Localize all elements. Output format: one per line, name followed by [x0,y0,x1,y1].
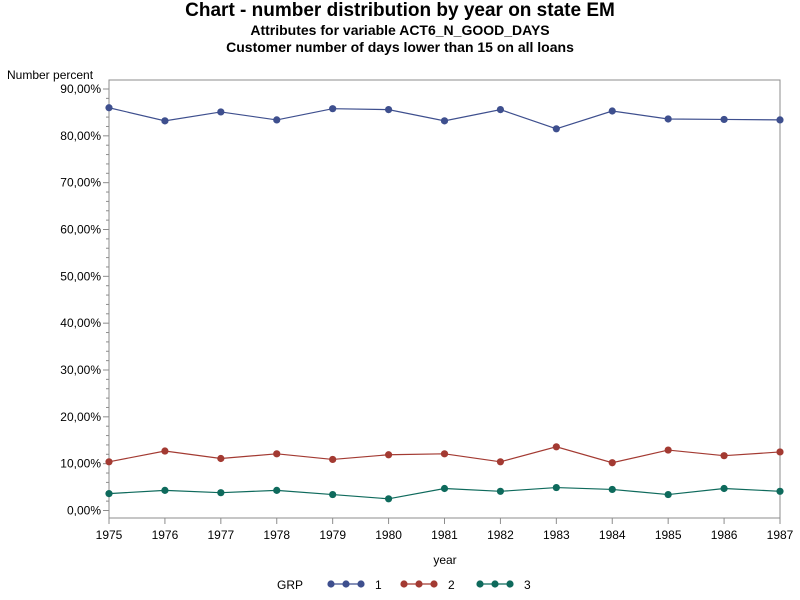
legend-marker-2 [430,580,438,588]
series-1-point [105,104,113,112]
series-3-point [664,490,672,499]
series-2-point [273,450,281,458]
legend-marker-1 [327,580,335,588]
series-2-point [664,446,672,454]
legend-marker-3 [506,580,514,588]
legend-label-3: 3 [524,578,531,592]
series-2-point [329,455,337,464]
y-axis-label: Number percent [7,68,94,82]
x-tick-label: 1975 [96,528,123,542]
y-tick-label: 70,00% [60,176,101,190]
legend: GRP 1 2 3 [277,578,531,592]
series-1-point [496,106,505,114]
y-axis-ticks: 0,00% 10,00% 20,00% 30,00% 40,00% 50,00% 60,00… [60,82,109,518]
x-tick-label: 1987 [767,528,794,542]
series-2-point [776,448,784,456]
series-3-point [496,487,505,495]
series-3-point [440,484,449,493]
series-3-point [776,487,784,495]
x-tick-label: 1979 [319,528,346,542]
series-2-point [217,454,225,463]
x-tick-label: 1983 [543,528,570,542]
series-3-point [105,490,113,498]
series-1-point [217,108,225,116]
y-tick-label: 40,00% [60,316,101,330]
chart-subtitle-1: Attributes for variable ACT6_N_GOOD_DAYS [250,22,550,38]
legend-label-2: 2 [448,578,455,592]
legend-title: GRP [277,578,303,592]
y-tick-label: 10,00% [60,457,101,471]
series-1-point [273,116,281,124]
series-3-point [608,485,616,494]
x-tick-label: 1981 [431,528,458,542]
legend-marker-3 [476,580,484,588]
series-3-point [552,483,560,492]
y-tick-label: 90,00% [60,82,101,96]
x-axis-label: year [433,553,456,567]
series-3-point [161,486,169,494]
x-tick-label: 1976 [152,528,179,542]
series-1-point [384,106,393,114]
y-tick-label: 0,00% [67,504,101,518]
x-tick-label: 1980 [375,528,402,542]
series-1-point [552,125,560,133]
x-tick-label: 1985 [655,528,682,542]
series-group [105,104,784,503]
y-tick-label: 30,00% [60,363,101,377]
x-tick-label: 1982 [487,528,514,542]
y-tick-label: 20,00% [60,410,101,424]
x-tick-label: 1986 [711,528,738,542]
series-2-point [496,458,505,466]
y-tick-label: 80,00% [60,129,101,143]
series-1-point [664,115,672,123]
series-3-point [217,489,225,497]
x-tick-label: 1984 [599,528,626,542]
series-2-point [552,443,560,451]
series-1-point [329,105,337,113]
x-tick-label: 1978 [263,528,290,542]
series-1-point [720,115,728,124]
x-axis-ticks: 1975 1976 1977 1978 1979 1980 1981 1982 1983 1984… [96,518,794,542]
series-1-point [161,117,169,125]
chart-subtitle-2: Customer number of days lower than 15 on… [226,39,574,55]
series-3-point [720,484,728,493]
y-tick-label: 50,00% [60,269,101,283]
series-2-point [161,447,169,455]
legend-marker-1 [342,580,350,588]
series-1-point [776,116,784,124]
legend-marker-2 [415,580,423,588]
series-3-point [273,486,281,494]
legend-marker-1 [357,580,365,588]
series-3-point [329,490,337,499]
chart-title: Chart - number distribution by year on s… [185,0,615,21]
legend-marker-2 [400,580,408,588]
series-2-point [105,458,113,466]
series-3-point [384,495,393,503]
series-2-point [440,450,449,458]
y-tick-label: 60,00% [60,223,101,237]
series-2-point [720,452,728,460]
x-tick-label: 1977 [207,528,234,542]
legend-label-1: 1 [375,578,382,592]
series-1-point [440,117,449,125]
legend-marker-3 [491,580,499,588]
series-1-point [608,107,616,115]
series-2-point [384,451,393,459]
series-2-point [608,459,616,467]
